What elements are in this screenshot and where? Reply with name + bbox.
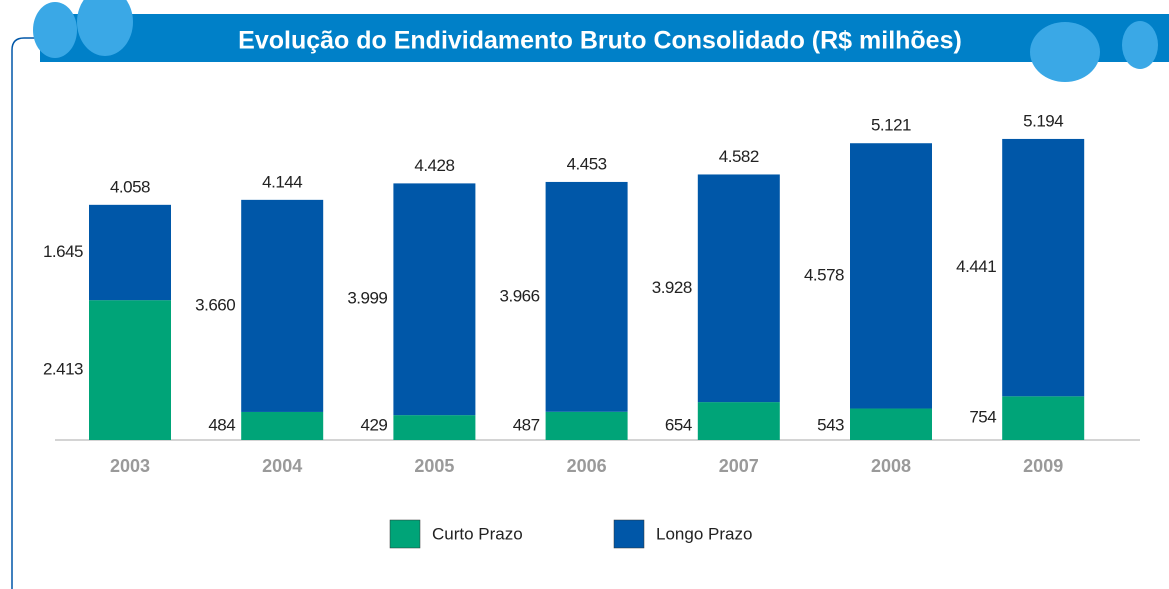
leaf <box>1030 22 1100 82</box>
bar-segment <box>697 402 780 440</box>
x-tick-label: 2008 <box>871 456 911 476</box>
value-label: 754 <box>969 408 996 427</box>
bar-segment <box>1002 138 1085 397</box>
legend-label: Longo Prazo <box>656 524 752 543</box>
bar-segment <box>89 204 171 301</box>
value-label: 484 <box>208 415 235 434</box>
header-band <box>40 14 1169 62</box>
bar-segment <box>241 411 324 440</box>
value-label: 654 <box>665 415 692 434</box>
bar-segment <box>241 199 324 412</box>
total-label: 4.428 <box>414 156 454 175</box>
frame <box>11 37 1169 589</box>
total-label: 4.582 <box>719 147 759 166</box>
total-label: 5.194 <box>1023 111 1063 130</box>
bar-segment <box>850 143 932 409</box>
value-label: 4.578 <box>804 265 844 284</box>
value-label: 3.966 <box>500 286 540 305</box>
total-label: 4.144 <box>262 172 302 191</box>
legend-swatch <box>389 519 421 549</box>
bar-segment <box>393 415 476 440</box>
value-label: 429 <box>361 415 388 434</box>
x-tick-label: 2009 <box>1023 456 1063 476</box>
value-label: 543 <box>817 415 844 434</box>
value-label: 487 <box>513 415 540 434</box>
x-tick-label: 2006 <box>567 456 607 476</box>
bar-segment <box>89 300 171 440</box>
leaf <box>1122 21 1158 69</box>
chart-title: Evolução do Endividamento Bruto Consolid… <box>238 27 962 55</box>
value-label: 3.660 <box>195 295 235 314</box>
total-label: 4.058 <box>110 177 150 196</box>
x-tick-label: 2003 <box>110 456 150 476</box>
bar-segment <box>1002 396 1085 440</box>
x-tick-label: 2007 <box>719 456 759 476</box>
bar-segment <box>393 183 476 416</box>
x-tick-label: 2004 <box>262 456 302 476</box>
bar-segment <box>850 408 932 440</box>
leaf <box>33 2 77 58</box>
legend-label: Curto Prazo <box>432 524 523 543</box>
legend-swatch <box>613 519 645 549</box>
bar-segment <box>545 411 628 440</box>
x-tick-label: 2005 <box>414 456 454 476</box>
value-label: 3.928 <box>652 278 692 297</box>
value-label: 4.441 <box>956 257 996 276</box>
value-label: 2.413 <box>43 360 83 379</box>
leaf <box>77 0 133 56</box>
value-label: 3.999 <box>347 289 387 308</box>
value-label: 1.645 <box>43 242 83 261</box>
total-label: 5.121 <box>871 116 911 135</box>
bar-segment <box>697 174 780 403</box>
total-label: 4.453 <box>567 154 607 173</box>
bar-segment <box>545 181 628 412</box>
